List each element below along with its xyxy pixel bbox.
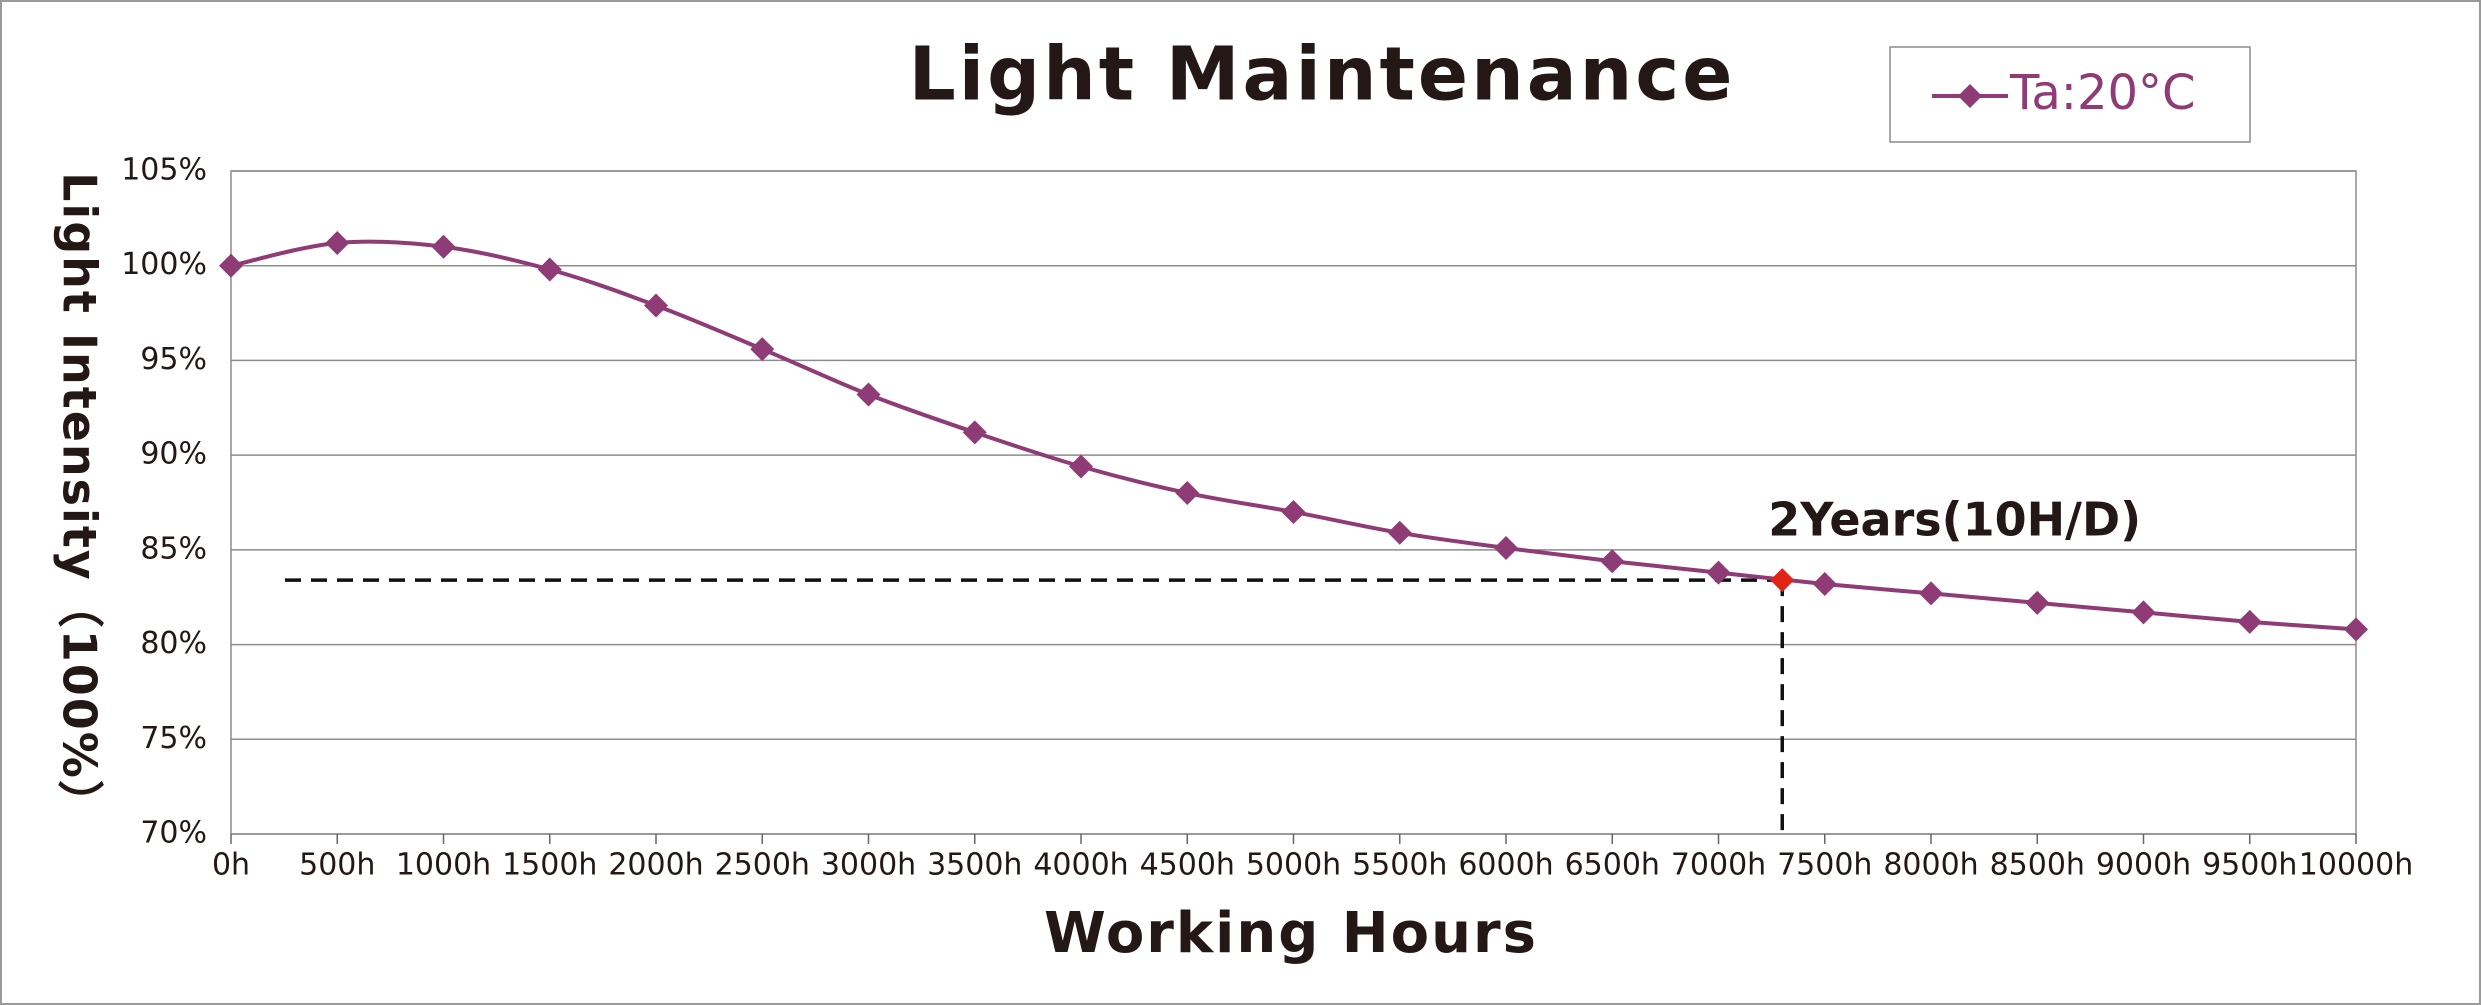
data-point	[325, 230, 350, 255]
data-point	[1494, 535, 1518, 560]
y-tick-label: 70%	[140, 816, 207, 851]
x-tick-label: 6000h	[1458, 848, 1553, 883]
y-tick-label: 75%	[140, 721, 207, 756]
x-tick-label: 4000h	[1033, 848, 1128, 883]
x-tick-label: 5000h	[1246, 848, 1341, 883]
data-point	[2237, 609, 2262, 634]
data-point	[2131, 600, 2156, 625]
x-tick-label: 9500h	[2202, 848, 2297, 883]
x-tick-label: 7000h	[1671, 848, 1766, 883]
data-point	[1919, 581, 1943, 606]
data-point	[219, 253, 243, 278]
series-line	[230, 239, 2357, 632]
data-point	[1706, 560, 1731, 585]
x-tick-label: 8000h	[1883, 848, 1978, 883]
x-tick-label: 7500h	[1777, 848, 1872, 883]
legend-marker	[1958, 84, 1982, 108]
data-point	[750, 337, 775, 362]
x-tick-label: 3500h	[927, 848, 1022, 883]
x-tick-label: 2500h	[715, 848, 810, 883]
y-axis-label: Light Intensity（100%）	[53, 172, 107, 828]
chart-title: Light Maintenance	[909, 32, 1736, 118]
data-point	[1387, 520, 1412, 545]
x-tick-label: 9000h	[2096, 848, 2191, 883]
highlight-point	[1770, 568, 1795, 593]
x-tick-label: 4500h	[1140, 848, 1235, 883]
y-tick-label: 95%	[140, 342, 207, 377]
data-point	[1069, 454, 1093, 479]
y-tick-label: 80%	[140, 626, 207, 661]
data-point	[2344, 617, 2368, 642]
x-tick-label: 0h	[212, 848, 250, 883]
data-point	[1281, 499, 1306, 524]
data-point	[962, 420, 987, 445]
data-point	[644, 293, 668, 318]
x-tick-label: 2000h	[608, 848, 703, 883]
x-tick-label: 3000h	[821, 848, 916, 883]
x-tick-label: 10000h	[2299, 848, 2413, 883]
data-point	[431, 234, 456, 259]
data-point	[856, 382, 881, 407]
y-tick-label: 100%	[121, 247, 207, 282]
x-tick-label: 1000h	[396, 848, 491, 883]
annotation: 2Years(10H/D)	[1768, 493, 2141, 547]
y-tick-label: 85%	[140, 531, 207, 566]
data-point	[1175, 481, 1200, 506]
data-point	[2025, 590, 2050, 615]
legend-label: Ta:20°C	[2009, 65, 2196, 121]
x-tick-label: 5500h	[1352, 848, 1447, 883]
data-point	[1812, 571, 1837, 596]
x-tick-label: 8500h	[1990, 848, 2085, 883]
x-tick-label: 1500h	[502, 848, 597, 883]
data-point	[1600, 549, 1625, 574]
data-point	[537, 257, 562, 282]
y-tick-label: 105%	[121, 153, 207, 188]
y-tick-label: 90%	[140, 437, 207, 472]
x-tick-label: 500h	[299, 848, 375, 883]
x-axis-label: Working Hours	[1044, 901, 1538, 966]
x-tick-label: 6500h	[1565, 848, 1660, 883]
